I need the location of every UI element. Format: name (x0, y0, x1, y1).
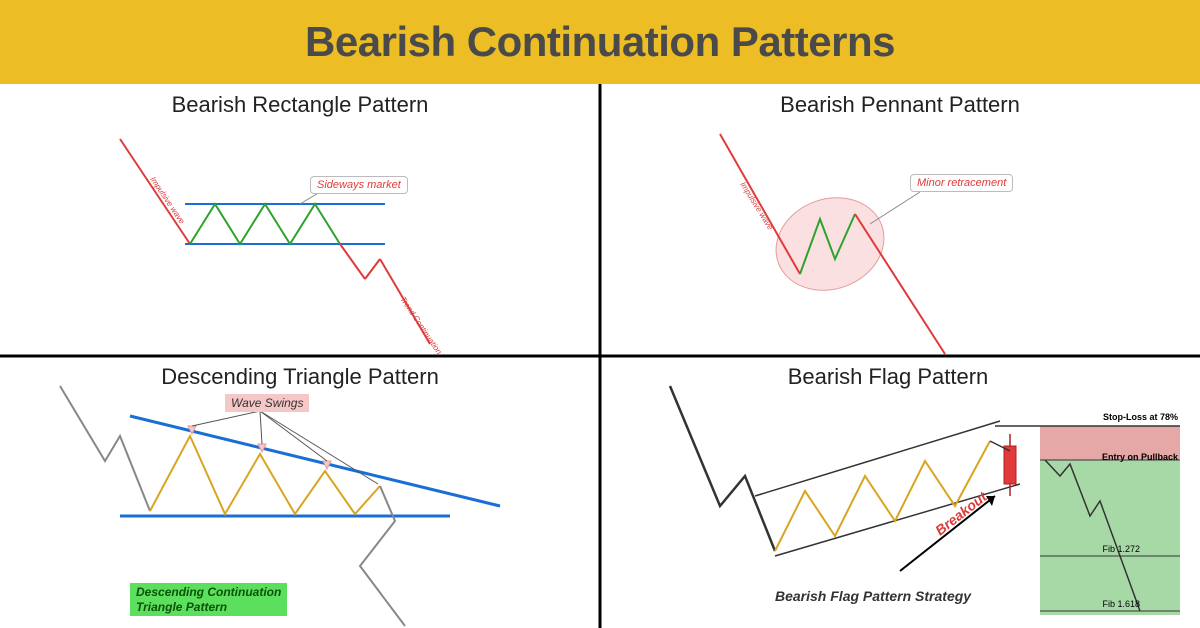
callout-retracement: Minor retracement (910, 174, 1013, 192)
page-title: Bearish Continuation Patterns (305, 18, 895, 66)
callout-sideways: Sideways market (310, 176, 408, 194)
rectangle-chart: Impulsive wave Trend Continuation (0, 84, 600, 356)
label-stoploss: Stop-Loss at 78% (1103, 412, 1178, 422)
label-fib1: Fib 1.272 (1102, 544, 1140, 554)
svg-text:Bearish Flag Pattern Strategy: Bearish Flag Pattern Strategy (775, 588, 972, 604)
cell-pennant: Bearish Pennant Pattern Impulsive wave M… (600, 84, 1200, 356)
label-descending: Descending ContinuationTriangle Pattern (130, 583, 287, 616)
title-banner: Bearish Continuation Patterns (0, 0, 1200, 84)
pennant-chart: Impulsive wave (600, 84, 1200, 356)
cell-flag: Bearish Flag Pattern (600, 356, 1200, 628)
cell-triangle: Descending Triangle Pattern Wave Swings (0, 356, 600, 628)
svg-text:Trend Continuation: Trend Continuation (398, 295, 443, 356)
pattern-grid: Bearish Rectangle Pattern Impulsive wave… (0, 84, 1200, 628)
divider-vertical (599, 84, 602, 628)
label-fib2: Fib 1.618 (1102, 599, 1140, 609)
flag-chart: Breakout Bearish Flag Pattern Strategy (600, 356, 1200, 628)
svg-text:Impulsive wave: Impulsive wave (148, 175, 186, 226)
svg-text:Impulsive wave: Impulsive wave (738, 180, 775, 232)
cell-rectangle: Bearish Rectangle Pattern Impulsive wave… (0, 84, 600, 356)
label-wave-swings: Wave Swings (225, 394, 309, 412)
label-entry: Entry on Pullback (1102, 452, 1178, 462)
